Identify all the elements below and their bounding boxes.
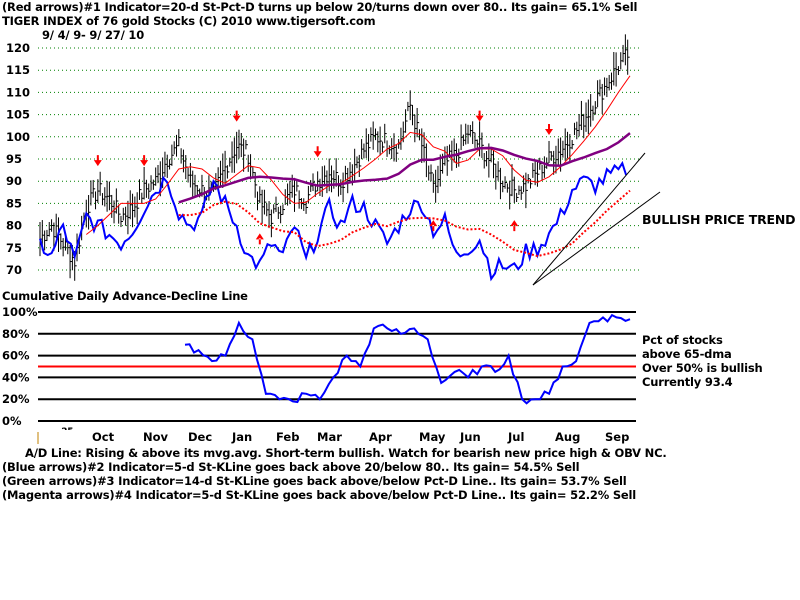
pct-tick-label: 80% — [2, 327, 30, 341]
pct-current: Currently 93.4 — [642, 375, 733, 389]
panel2-title: Cumulative Daily Advance-Decline Line — [2, 289, 248, 303]
price-tick-label: 105 — [6, 108, 30, 122]
pct-tick-label: 60% — [2, 349, 30, 363]
pct-tick-label: 20% — [2, 392, 30, 406]
pct-tick-label: 100% — [2, 305, 38, 319]
pct-label-1: Pct of stocks — [642, 333, 723, 347]
price-tick-label: 100 — [6, 130, 30, 144]
x-tick-label: Jun — [459, 430, 481, 444]
header-title: TIGER INDEX of 76 gold Stocks (C) 2010 w… — [2, 14, 376, 28]
price-tick-label: 85 — [6, 196, 22, 210]
footer-green-arrows: (Green arrows)#3 Indicator=14-d St-KLine… — [2, 474, 627, 488]
footer-blue-arrows: (Blue arrows)#2 Indicator=5-d St-KLine g… — [2, 460, 580, 474]
red-up-arrow — [429, 220, 438, 232]
x-tick-label: Nov — [143, 430, 169, 444]
stub-label: .25 — [58, 425, 73, 430]
ad-ma-line — [178, 189, 631, 258]
price-tick-label: 120 — [6, 41, 30, 55]
price-tick-label: 95 — [6, 152, 22, 166]
pct-tick-label: 0% — [2, 414, 22, 428]
long-ma-line — [178, 132, 631, 204]
trend-line — [532, 152, 646, 286]
price-tick-label: 75 — [6, 241, 22, 255]
header-line-1: (Red arrows)#1 Indicator=20-d St-Pct-D t… — [2, 0, 638, 14]
x-tick-label: Sep — [605, 430, 629, 444]
pct-label-3: Over 50% is bullish — [642, 361, 763, 375]
red-down-arrow — [232, 110, 241, 122]
x-tick-label: Jul — [507, 430, 524, 444]
red-down-arrow — [93, 155, 102, 167]
pct-above-ma-line — [184, 313, 631, 405]
price-tick-label: 110 — [6, 85, 30, 99]
x-tick-label: May — [419, 430, 446, 444]
trend-line — [532, 191, 661, 286]
pct-tick-label: 40% — [2, 370, 30, 384]
x-tick-label: Feb — [276, 430, 299, 444]
red-down-arrow — [475, 110, 484, 122]
footer-magenta-arrows: (Magenta arrows)#4 Indicator=5-d St-KLin… — [2, 488, 637, 502]
pct-label-2: above 65-dma — [642, 347, 732, 361]
date-range: 9/ 4/ 9- 9/ 27/ 10 — [42, 28, 145, 42]
price-tick-label: 90 — [6, 174, 22, 188]
price-tick-label: 70 — [6, 263, 22, 277]
red-down-arrow — [140, 155, 149, 167]
x-tick-label: Jan — [231, 430, 252, 444]
price-tick-label: 115 — [6, 63, 30, 77]
x-tick-label: Apr — [369, 430, 392, 444]
red-up-arrow — [510, 220, 519, 232]
x-tick-label: Dec — [188, 430, 212, 444]
footer-ad-line: A/D Line: Rising & above its mvg.avg. Sh… — [25, 446, 667, 460]
price-tick-label: 80 — [6, 219, 22, 233]
short-ma-line — [85, 75, 631, 235]
trend-label: BULLISH PRICE TREND — [642, 212, 796, 227]
x-tick-label: Mar — [317, 430, 342, 444]
x-tick-label: Aug — [555, 430, 580, 444]
red-up-arrow — [255, 233, 264, 245]
red-down-arrow — [313, 146, 322, 158]
red-down-arrow — [545, 124, 554, 135]
x-tick-label: Oct — [92, 430, 115, 444]
